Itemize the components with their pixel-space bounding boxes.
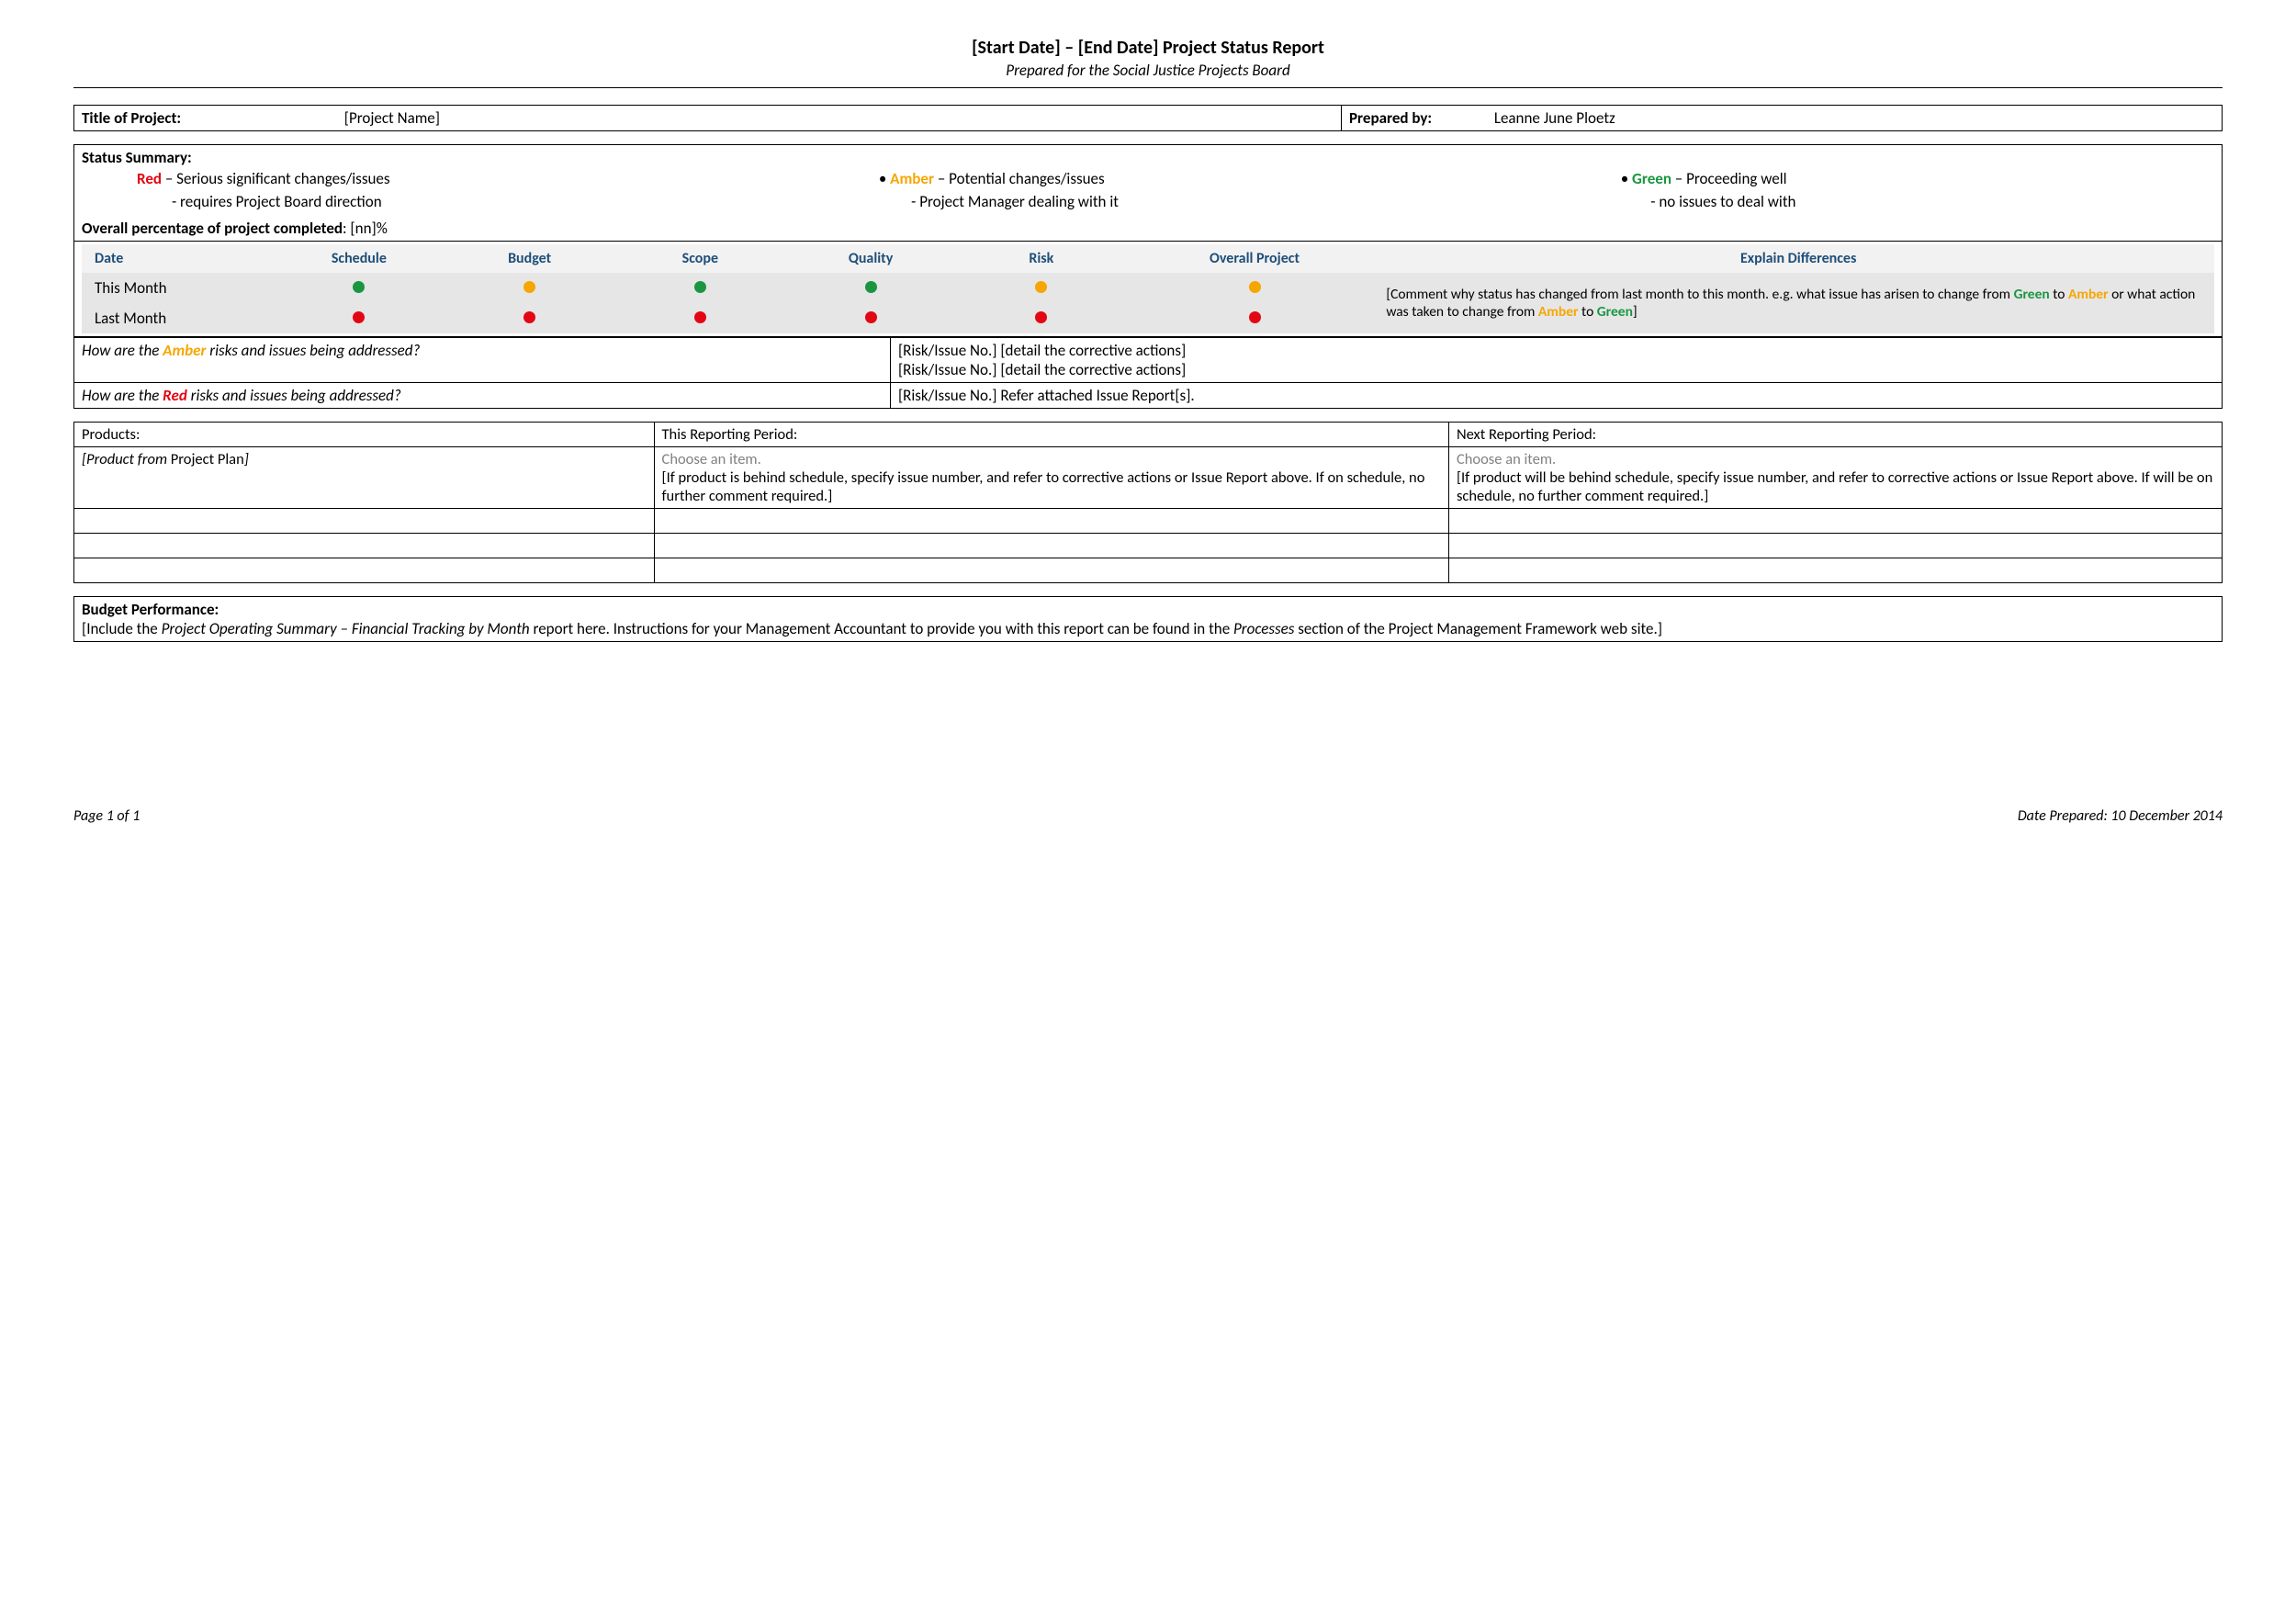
legend-red-sub: - requires Project Board direction (137, 192, 876, 211)
products-row (74, 558, 2223, 583)
qa-red-row: How are the Red risks and issues being a… (74, 383, 2222, 409)
choose-item[interactable]: Choose an item. (1457, 450, 2214, 468)
dot-icon (1035, 311, 1047, 323)
budget-heading: Budget Performance: (82, 600, 2214, 619)
status-summary-heading: Status Summary: (82, 148, 2214, 167)
grid-h-overall: Overall Project (1127, 244, 1383, 273)
header-rule (73, 87, 2223, 88)
grid-row-label: Last Month (82, 303, 274, 333)
budget-box: Budget Performance: [Include the Project… (73, 596, 2223, 642)
qa-amber-a1: [Risk/Issue No.] [detail the corrective … (898, 341, 2214, 360)
title-value: [Project Name] (344, 108, 440, 128)
dot-icon (353, 281, 365, 293)
dot-icon (1249, 311, 1261, 323)
choose-item[interactable]: Choose an item. (662, 450, 1441, 468)
budget-text: [Include the Project Operating Summary –… (82, 619, 2214, 638)
prepared-label: Prepared by: (1349, 108, 1432, 128)
dot-icon (353, 311, 365, 323)
dot-icon (865, 281, 877, 293)
grid-h-explain: Explain Differences (1382, 244, 2214, 273)
title-row-table: Title of Project: [Project Name] Prepare… (73, 105, 2223, 131)
products-h3: Next Reporting Period: (1448, 423, 2222, 447)
legend-amber: Amber – Potential changes/issues (879, 169, 1621, 188)
page-footer: Page 1 of 1 Date Prepared: 10 December 2… (73, 807, 2223, 825)
grid-explain-cell: [Comment why status has changed from las… (1382, 273, 2214, 333)
legend-amber-sub: - Project Manager dealing with it (876, 192, 1615, 211)
products-h2: This Reporting Period: (654, 423, 1448, 447)
grid-h-budget: Budget (445, 244, 615, 273)
grid-h-date: Date (82, 244, 274, 273)
grid-row-this-month: This Month [Comment why status has chang… (82, 273, 2214, 303)
grid-h-schedule: Schedule (274, 244, 445, 273)
qa-red-a: [Risk/Issue No.] Refer attached Issue Re… (890, 383, 2222, 409)
legend-red: Red – Serious significant changes/issues (137, 169, 879, 188)
products-h1: Products: (74, 423, 655, 447)
products-next-note: [If product will be behind schedule, spe… (1457, 468, 2214, 505)
pct-value: : [nn]% (343, 219, 388, 238)
products-this-note: [If product is behind schedule, specify … (662, 468, 1441, 505)
grid-h-risk: Risk (956, 244, 1127, 273)
page-subtitle: Prepared for the Social Justice Projects… (73, 61, 2223, 80)
status-grid: Date Schedule Budget Scope Quality Risk … (82, 244, 2214, 333)
products-row (74, 509, 2223, 534)
dot-icon (694, 311, 706, 323)
prepared-value: Leanne June Ploetz (1494, 108, 1615, 128)
pct-label: Overall percentage of project completed (82, 219, 343, 238)
grid-h-scope: Scope (614, 244, 785, 273)
status-summary-box: Status Summary: Red – Serious significan… (73, 144, 2223, 409)
dot-icon (694, 281, 706, 293)
qa-amber-row: How are the Amber risks and issues being… (74, 338, 2222, 383)
grid-row-label: This Month (82, 273, 274, 303)
footer-page: Page 1 of 1 (73, 807, 140, 825)
legend-green: Green – Proceeding well (1621, 169, 2214, 188)
dot-icon (1035, 281, 1047, 293)
dot-icon (523, 281, 535, 293)
dot-icon (523, 311, 535, 323)
products-table: Products: This Reporting Period: Next Re… (73, 422, 2223, 583)
qa-amber-a2: [Risk/Issue No.] [detail the corrective … (898, 360, 2214, 379)
products-row: [Product from Project Plan] Choose an it… (74, 447, 2223, 509)
products-row (74, 534, 2223, 558)
footer-date: Date Prepared: 10 December 2014 (2018, 807, 2223, 825)
page-title: [Start Date] – [End Date] Project Status… (73, 37, 2223, 59)
dot-icon (1249, 281, 1261, 293)
grid-h-quality: Quality (785, 244, 956, 273)
title-label: Title of Project: (82, 108, 181, 128)
legend-green-sub: - no issues to deal with (1615, 192, 2214, 211)
dot-icon (865, 311, 877, 323)
